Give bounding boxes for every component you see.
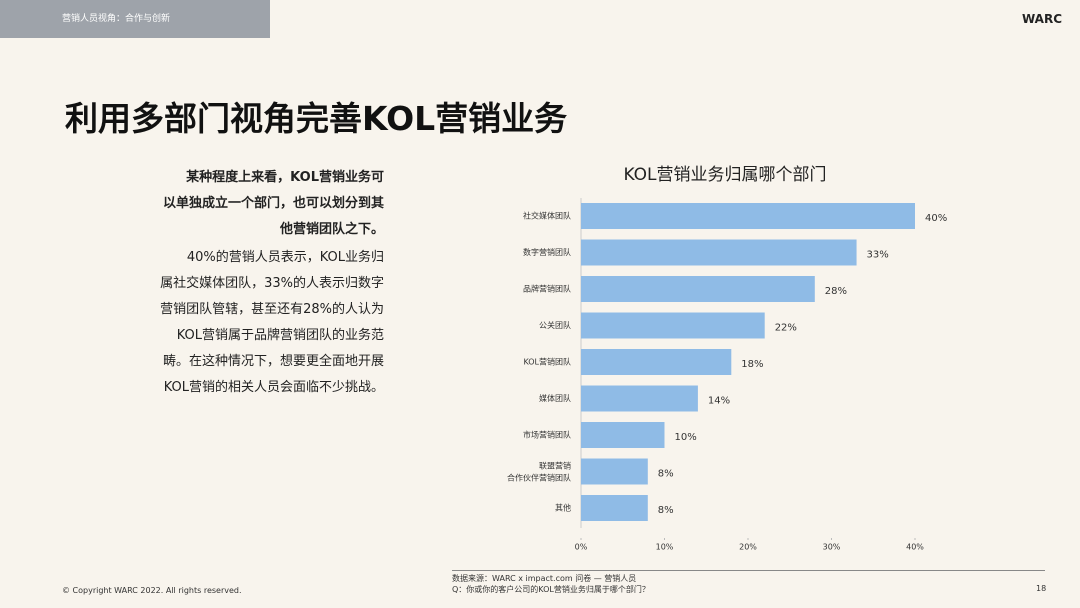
y-tick-label: 联盟营销合作伙伴营销团队 [507, 460, 571, 482]
y-tick-label: 公关团队 [539, 320, 571, 330]
y-tick-label: 市场营销团队 [523, 430, 571, 440]
bar [581, 458, 648, 485]
text-line: 畴。在这种情况下，想要更全面地开展 [162, 354, 384, 369]
bar [581, 422, 665, 448]
brand: WARC [1021, 12, 1062, 26]
text-line: 属社交媒体团队，33%的人表示归数字 [160, 276, 384, 291]
y-tick-label: 其他 [555, 503, 571, 513]
x-tick-label: 30% [823, 543, 841, 552]
value-label: 22% [775, 323, 797, 334]
y-tick-label: KOL营销团队 [523, 357, 571, 367]
section-header: 营销人员视角：合作与创新 [0, 0, 270, 38]
value-label: 14% [708, 396, 730, 407]
lead-paragraph: 某种程度上来看，KOL营销业务可以单独成立一个部门，也可以划分到其他营销团队之下… [152, 165, 384, 243]
text-line: 营销团队管辖，甚至还有28%的人认为 [160, 302, 384, 317]
text-line: KOL营销的相关人员会面临不少挑战。 [163, 380, 384, 395]
text-line: 他营销团队之下。 [279, 222, 384, 237]
x-tick-label: 0% [575, 543, 588, 552]
y-tick-label: 媒体团队 [539, 393, 571, 403]
x-tick-label: 20% [739, 543, 757, 552]
value-label: 8% [658, 505, 674, 516]
bar [581, 385, 698, 412]
chart-title: KOL营销业务归属哪个部门 [623, 165, 826, 185]
text-line: KOL营销属于品牌营销团队的业务范 [176, 328, 384, 343]
bar [581, 495, 648, 521]
source: 数据来源：WARC x impact.com 问卷 — 营销人员 [452, 574, 637, 583]
text-line: 40%的营销人员表示，KOL业务归 [186, 250, 384, 265]
x-tick-label: 10% [656, 543, 674, 552]
page-number: 18 [1036, 584, 1047, 593]
bar [581, 349, 732, 375]
body-paragraph: 40%的营销人员表示，KOL业务归属社交媒体团队，33%的人表示归数字 营销团队管… [152, 245, 384, 401]
divider [452, 570, 1045, 571]
bar [581, 239, 857, 266]
value-label: 28% [825, 286, 847, 297]
text-line: 以单独成立一个部门，也可以划分到其 [162, 196, 384, 211]
question: Q：你或你的客户公司的KOL营销业务归属于哪个部门？ [452, 585, 650, 594]
value-label: 10% [675, 432, 697, 443]
y-tick-label: 社交媒体团队 [523, 211, 571, 221]
text-line: 某种程度上来看，KOL营销业务可 [186, 170, 384, 185]
copyright: © Copyright WARC 2022. All rights reserv… [62, 586, 242, 595]
value-label: 40% [925, 213, 947, 224]
value-label: 8% [658, 469, 674, 480]
y-tick-label: 品牌营销团队 [523, 284, 571, 294]
value-label: 33% [867, 250, 889, 261]
x-tick-label: 40% [906, 543, 924, 552]
bar [581, 276, 815, 302]
bar [581, 203, 915, 229]
slide-title: 利用多部门视角完善KOL营销业务 [65, 99, 568, 138]
value-label: 18% [741, 359, 763, 370]
bar [581, 312, 765, 339]
y-tick-label: 数字营销团队 [523, 247, 571, 257]
